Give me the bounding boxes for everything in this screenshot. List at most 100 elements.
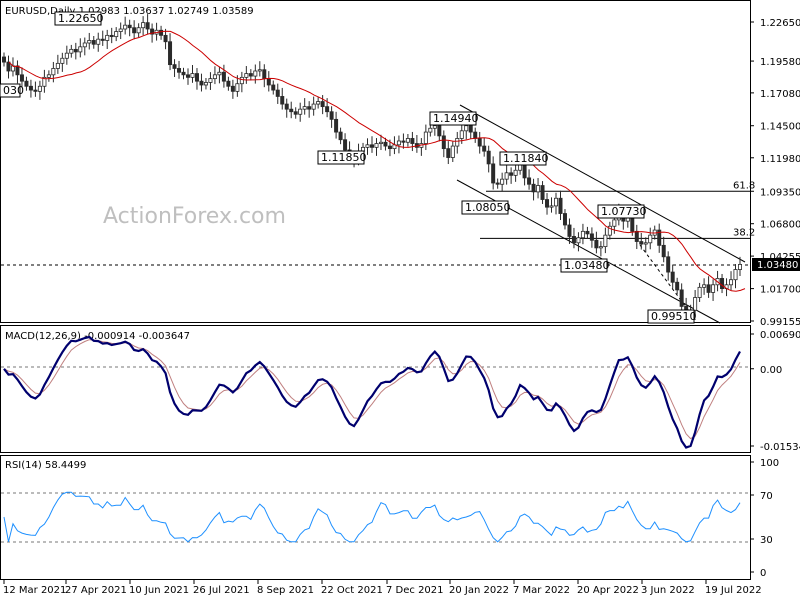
price-label: 1.22650 bbox=[54, 11, 104, 26]
candle-body bbox=[531, 183, 536, 193]
candle-body bbox=[558, 197, 563, 214]
candle bbox=[545, 193, 550, 215]
candle bbox=[702, 278, 707, 295]
candle-body bbox=[293, 111, 298, 115]
candle-body bbox=[73, 48, 78, 53]
current-price-tag bbox=[752, 258, 800, 271]
candle bbox=[567, 218, 572, 244]
candle-body bbox=[168, 41, 173, 66]
macd-y-axis: 0.006906 0.00 -0.015348 bbox=[750, 330, 800, 453]
candle bbox=[576, 232, 581, 252]
candle-body bbox=[504, 172, 509, 180]
candle bbox=[307, 101, 312, 118]
candle bbox=[114, 27, 119, 42]
candle-body bbox=[365, 144, 370, 148]
macd-tick-label: -0.015348 bbox=[760, 442, 800, 453]
candle bbox=[87, 32, 92, 50]
candle-body bbox=[639, 241, 644, 245]
price-label-box bbox=[560, 258, 608, 273]
candle bbox=[194, 68, 199, 90]
candle-body bbox=[239, 76, 244, 85]
price-tick-label: 0.99155 bbox=[760, 317, 800, 328]
candle bbox=[82, 37, 87, 56]
rsi-tick-label: 100 bbox=[760, 458, 779, 469]
candle bbox=[118, 22, 123, 40]
candle-body bbox=[338, 131, 343, 141]
candle-body bbox=[509, 172, 514, 176]
price-label-text: 0.99510 bbox=[651, 310, 697, 323]
price-y-axis: 1.22650 1.19580 1.17080 1.14500 1.11980 1.093… bbox=[750, 18, 800, 328]
price-tick-label: 1.09350 bbox=[760, 187, 800, 198]
candle-body bbox=[576, 237, 581, 244]
candle-body bbox=[589, 233, 594, 241]
candle-body bbox=[693, 297, 698, 311]
price-label-text: 030 bbox=[3, 84, 24, 97]
candle bbox=[450, 141, 455, 162]
candle-body bbox=[670, 271, 675, 283]
candle bbox=[562, 209, 567, 230]
candle-body bbox=[24, 80, 29, 87]
candle bbox=[55, 54, 60, 74]
price-label: 1.11850 bbox=[317, 150, 367, 165]
fib-label: 38.2 bbox=[733, 227, 755, 238]
candle bbox=[643, 237, 648, 253]
price-label-box bbox=[461, 200, 509, 215]
candle-body bbox=[271, 84, 276, 91]
candle bbox=[383, 137, 388, 151]
candle-body bbox=[100, 38, 105, 41]
candle bbox=[738, 256, 743, 277]
candle bbox=[554, 192, 559, 215]
candle bbox=[28, 79, 33, 98]
x-tick-label: 19 Jul 2022 bbox=[705, 585, 762, 596]
candle bbox=[661, 236, 666, 263]
candle bbox=[374, 138, 379, 156]
candle bbox=[199, 73, 204, 92]
fib-levels: 61.8 38.2 bbox=[480, 180, 755, 239]
candle-body bbox=[87, 40, 92, 44]
price-label: 0.99510 bbox=[647, 309, 697, 324]
candle bbox=[280, 87, 285, 110]
price-label-box bbox=[429, 111, 477, 126]
rsi-title: RSI(14) 58.4499 bbox=[5, 460, 86, 471]
candle bbox=[253, 64, 258, 84]
candle-body bbox=[185, 74, 190, 78]
candle-body bbox=[720, 278, 725, 290]
price-label: 1.11840 bbox=[499, 151, 549, 166]
candle bbox=[96, 32, 101, 52]
price-tick-label: 1.19580 bbox=[760, 57, 800, 68]
candle bbox=[441, 130, 446, 158]
candle bbox=[549, 197, 554, 213]
candle bbox=[203, 77, 208, 90]
candle-body bbox=[248, 73, 253, 77]
candle-body bbox=[51, 68, 56, 76]
x-tick-label: 22 Oct 2021 bbox=[321, 585, 383, 596]
candle bbox=[410, 131, 415, 152]
candle-body bbox=[540, 185, 545, 200]
candle bbox=[51, 61, 56, 83]
channel-upper-line bbox=[459, 104, 746, 263]
candle-body bbox=[316, 101, 321, 105]
candle-body bbox=[159, 29, 164, 36]
candle-body bbox=[607, 225, 612, 236]
candle-body bbox=[275, 89, 280, 97]
candle bbox=[396, 135, 401, 154]
candle-body bbox=[571, 236, 576, 244]
candle-body bbox=[562, 213, 567, 226]
candle bbox=[513, 162, 518, 182]
x-tick-label: 8 Sep 2021 bbox=[257, 585, 314, 596]
candle-body bbox=[203, 82, 208, 86]
candle-body bbox=[446, 148, 451, 158]
candle bbox=[598, 241, 603, 257]
candle-body bbox=[42, 76, 47, 87]
price-label-box bbox=[647, 309, 695, 324]
macd-panel-frame bbox=[0, 325, 751, 453]
candle-body bbox=[455, 138, 460, 147]
candle bbox=[163, 28, 168, 50]
candle-body bbox=[477, 138, 482, 147]
candle-body bbox=[401, 140, 406, 143]
candle-body bbox=[585, 230, 590, 235]
rsi-tick-label: 0 bbox=[760, 568, 766, 579]
candle-body bbox=[657, 229, 662, 246]
candle-body bbox=[711, 284, 716, 293]
candle-body bbox=[598, 246, 603, 249]
